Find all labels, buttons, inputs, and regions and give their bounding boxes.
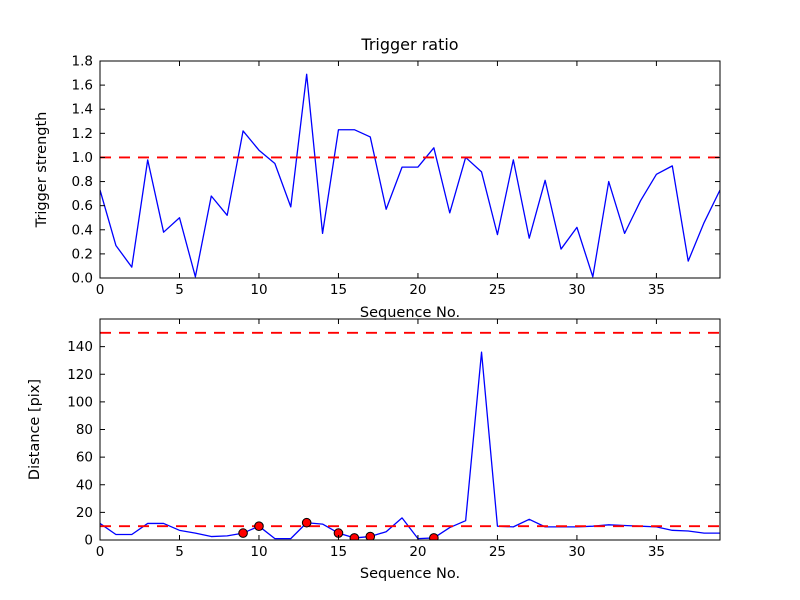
top-plot-title: Trigger ratio: [360, 35, 458, 54]
bottom-x-tick-label: 5: [175, 544, 184, 560]
bottom-trigger-marker: [349, 533, 360, 540]
top-plot-frame: 0 5 10 15 20 25 30 35 0.0 0.2 0.4 0.6 0.8 1.0 1.2 1.4 1.…: [72, 54, 721, 298]
top-x-tick-label: 30: [568, 282, 585, 298]
top-x-tick-label: 25: [489, 282, 506, 298]
top-series-line: [100, 73, 720, 278]
top-x-tick-label: 15: [330, 282, 347, 298]
bottom-trigger-marker: [365, 531, 376, 540]
top-subplot: 0 5 10 15 20 25 30 35 0.0 0.2 0.4 0.6 0.8 1.0 1.2 1.4 1.…: [34, 35, 721, 321]
bottom-plot-ylabel: Distance [pix]: [27, 379, 43, 480]
bottom-x-tick-label: 0: [96, 544, 105, 560]
bottom-x-tick-label: 20: [409, 544, 426, 560]
bottom-trigger-marker: [254, 521, 264, 531]
bottom-x-tick-label: 35: [648, 544, 665, 560]
bottom-y-tick-label: 80: [76, 422, 93, 438]
bottom-axes-spines: [99, 318, 721, 541]
bottom-y-tick-label: 100: [67, 394, 93, 410]
bottom-y-tick-label: 140: [67, 339, 93, 355]
top-x-tick-label: 5: [175, 282, 184, 298]
bottom-y-tick-label: 20: [76, 505, 93, 521]
bottom-y-tick-label: 0: [84, 533, 93, 549]
top-y-tick-label: 1.2: [72, 126, 93, 142]
bottom-series-line: [100, 351, 720, 540]
bottom-x-tick-label: 25: [489, 544, 506, 560]
top-plot-xlabel: Sequence No.: [360, 305, 460, 321]
bottom-plot-xlabel: Sequence No.: [360, 566, 460, 582]
top-axes-spines: [99, 60, 721, 279]
top-y-tick-label: 1.0: [72, 150, 93, 166]
bottom-x-tick-label: 30: [568, 544, 585, 560]
bottom-trigger-marker: [301, 517, 312, 528]
bottom-x-tick-label: 15: [330, 544, 347, 560]
top-x-tick-label: 0: [96, 282, 105, 298]
bottom-y-tick-label: 40: [76, 477, 93, 493]
top-y-tick-label: 0.2: [72, 246, 93, 262]
top-y-tick-label: 1.4: [72, 102, 93, 118]
top-y-tick-label: 1.6: [72, 78, 93, 94]
top-x-tick-label: 35: [648, 282, 665, 298]
top-plot-area: [100, 73, 720, 278]
bottom-plot-area: [100, 331, 720, 540]
top-y-tick-label: 0.6: [72, 198, 93, 214]
top-x-tick-label: 10: [250, 282, 267, 298]
bottom-y-tick-label: 120: [67, 367, 93, 383]
top-y-tick-label: 0.0: [72, 271, 93, 287]
bottom-y-tick-label: 60: [76, 450, 93, 466]
top-y-tick-label: 0.8: [72, 174, 93, 190]
bottom-plot-frame: 0 5 10 15 20 25 30 35 0 20 40 60 80 100 120 140: [67, 318, 721, 560]
bottom-trigger-marker: [429, 533, 439, 540]
bottom-subplot: 0 5 10 15 20 25 30 35 0 20 40 60 80 100 120 140 Distanc…: [27, 318, 721, 582]
bottom-trigger-marker: [238, 528, 248, 538]
bottom-x-tick-label: 10: [250, 544, 267, 560]
top-y-tick-label: 0.4: [72, 222, 93, 238]
bottom-marker-group: [238, 517, 439, 540]
top-x-tick-label: 20: [409, 282, 426, 298]
top-y-tick-label: 1.8: [72, 54, 93, 70]
top-plot-ylabel: Trigger strength: [34, 112, 50, 229]
